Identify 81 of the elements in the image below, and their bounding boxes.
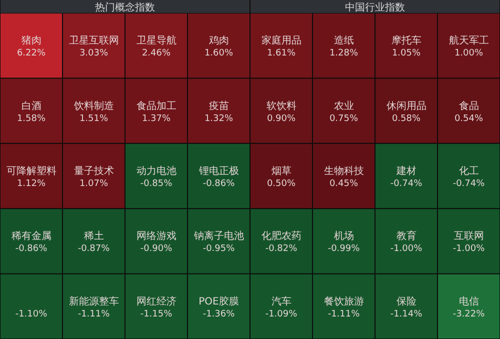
data-label: 1.05% [392, 48, 421, 59]
data-label: 6.22% [16, 48, 46, 59]
data-label: -1.36% [202, 309, 236, 320]
data-label: -1.15% [140, 309, 173, 320]
category-label: 鸡肉 [208, 36, 229, 47]
category-label: 猪肉 [21, 34, 42, 47]
category-label: 教育 [396, 230, 416, 242]
category-label: POE胶膜 [198, 295, 239, 308]
category-label: 疫苗 [208, 100, 229, 112]
data-label: -0.90% [140, 244, 173, 254]
data-label: 1.12% [16, 179, 46, 189]
data-label: -3.22% [452, 309, 486, 320]
data-label: 1.37% [142, 114, 171, 124]
category-label: 白酒 [21, 100, 42, 112]
data-label: -0.95% [202, 244, 236, 254]
data-label: 0.50% [266, 179, 296, 189]
category-label: 饮料制造 [72, 100, 114, 112]
category-label: 软饮料 [266, 100, 296, 112]
data-label: -1.00% [390, 244, 423, 254]
category-label: 网红经济 [136, 295, 176, 308]
category-label: 稀有金属 [11, 230, 52, 242]
category-label: 钠离子电池 [192, 230, 244, 242]
data-label: -0.87% [78, 244, 110, 254]
category-label: 休闲用品 [386, 100, 426, 112]
category-label: 锂电正极 [198, 165, 239, 177]
data-label: 1.32% [204, 114, 234, 124]
data-label: -1.14% [390, 309, 423, 320]
data-label: 0.58% [392, 114, 421, 124]
data-label: -0.99% [328, 244, 360, 254]
data-label: 0.75% [329, 114, 358, 124]
text: 热门概念指数 [95, 2, 155, 14]
data-label: 1.61% [266, 48, 296, 59]
data-label: -0.86% [202, 179, 236, 189]
data-label: 1.51% [79, 114, 108, 124]
category-label: 餐饮旅游 [324, 295, 364, 308]
category-label: 可降解塑料 [6, 165, 56, 177]
text: 中国行业指数 [345, 2, 405, 14]
data-label: 0.90% [266, 114, 296, 124]
category-label: 汽车 [271, 295, 292, 308]
category-label: 网络游戏 [136, 230, 176, 242]
data-label: 1.58% [16, 114, 46, 124]
category-label: 卫星导航 [136, 34, 176, 47]
data-label: -1.09% [265, 309, 298, 320]
data-label: 3.03% [79, 48, 108, 59]
data-label: 0.45% [329, 179, 358, 189]
data-label: -0.74% [452, 179, 486, 189]
data-label: -1.11% [78, 309, 110, 320]
data-label: -0.86% [15, 244, 48, 254]
data-label: 1.28% [329, 48, 358, 59]
data-label: 1.60% [204, 48, 234, 59]
category-label: 稀土 [84, 230, 104, 242]
data-label: -1.11% [328, 309, 360, 320]
category-label: 生物科技 [324, 165, 364, 177]
category-label: 航天军工 [448, 34, 489, 47]
data-label: -0.74% [390, 179, 423, 189]
data-label: 0.54% [454, 114, 484, 124]
data-label: 1.00% [454, 48, 484, 59]
category-label: 化工 [458, 165, 479, 177]
category-label: 摩托车 [391, 34, 422, 47]
category-label: 量子技术 [74, 165, 114, 177]
category-label: 食品 [458, 100, 479, 112]
category-label: 新能源整车 [68, 295, 119, 308]
category-label: 造纸 [334, 34, 354, 47]
category-label: 农业 [334, 100, 354, 112]
data-label: -0.85% [140, 179, 173, 189]
data-label: -1.00% [452, 244, 486, 254]
category-label: 建材 [395, 165, 416, 177]
data-label: 1.07% [79, 179, 108, 189]
category-label: 食品加工 [136, 100, 176, 112]
category-label: 家庭用品 [261, 34, 302, 47]
category-label: 互联网 [454, 230, 484, 242]
category-label: 烟草 [271, 165, 292, 177]
category-label: 机场 [334, 230, 354, 242]
category-label: 电信 [458, 295, 479, 308]
category-label: 卫星互联网 [68, 34, 119, 47]
data-label: 2.46% [142, 48, 171, 59]
category-label: 动力电池 [136, 165, 176, 177]
data-label: -1.10% [15, 309, 48, 320]
data-label: -0.82% [265, 244, 298, 254]
category-label: 保险 [396, 295, 416, 308]
category-label: 化肥农药 [261, 230, 302, 242]
